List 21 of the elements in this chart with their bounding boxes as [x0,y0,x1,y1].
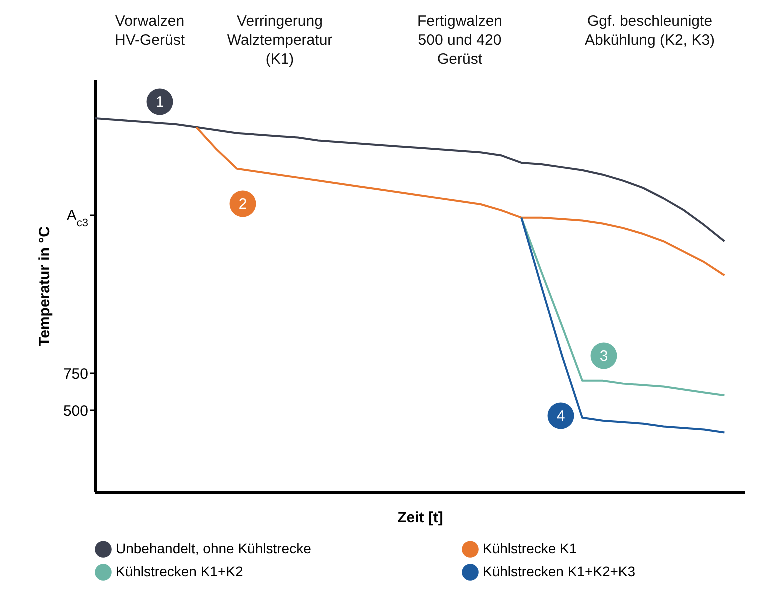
text: Fertigwalzen 500 und 420 Gerüst [417,13,503,68]
text: Verringerung Walztemperatur (K1) [227,13,333,68]
annotation: 1 [156,94,164,111]
line-series [94,118,726,243]
line-series [520,216,726,397]
line-series [196,126,726,277]
legend-label: Kühlstrecken K1+K2 [116,564,244,580]
annotation: 2 [238,196,248,213]
legend-label: Unbehandelt, ohne Kühlstrecke [116,540,312,557]
text: Ggf. beschleunigte Abkühlung (K2, K3) [584,13,716,49]
y-tick-label: A$_{c3}$ [66,207,88,230]
y-axis-title: Temperatur in °C [36,226,54,346]
line-series [520,216,726,434]
legend-label: Kühlstrecke K1 [483,540,578,557]
y-tick-label: 500 [63,402,88,420]
annotation: 4 [556,408,566,425]
legend-label: Kühlstrecken K1+K2+K3 [483,564,636,580]
x-axis-title: Zeit [t] [398,510,444,526]
text: Vorwalzen HV-Gerüst [114,13,186,49]
y-tick-label: 750 [63,366,88,383]
annotation: 3 [600,348,608,365]
